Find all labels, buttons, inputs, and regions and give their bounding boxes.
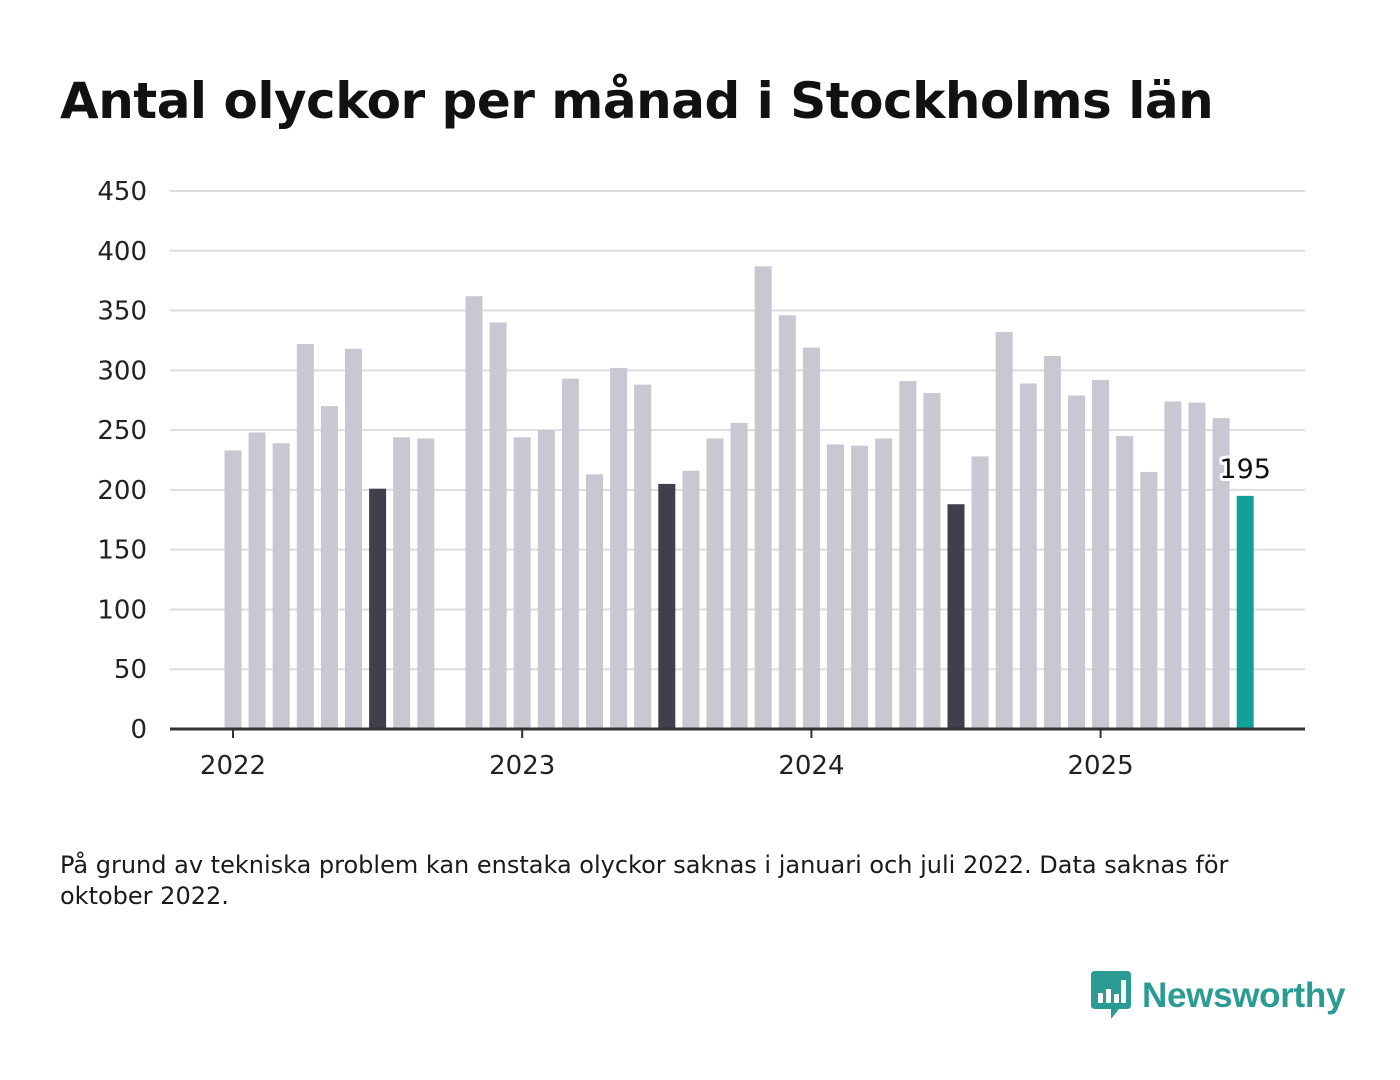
bar-2023-07 (658, 483, 676, 729)
y-tick-label: 250 (97, 416, 147, 446)
brand-logo[interactable]: Newsworthy (1090, 970, 1345, 1022)
y-tick-label: 200 (97, 476, 147, 506)
y-tick-label: 400 (97, 237, 147, 267)
bar-2022-09 (417, 438, 435, 729)
x-tick-label: 2025 (1068, 751, 1134, 781)
x-tick-label: 2024 (778, 751, 844, 781)
y-axis-ticks: 0 50 100 150 200 250 300 350 400 450 (97, 177, 147, 745)
bar-2025-07 (1236, 495, 1254, 729)
bar-2024-04 (875, 438, 893, 729)
bar-2023-03 (561, 378, 579, 729)
bar-2022-02 (248, 432, 266, 729)
y-tick-label: 300 (97, 356, 147, 386)
bar-2024-09 (995, 332, 1013, 729)
y-tick-label: 350 (97, 297, 147, 327)
bar-2022-08 (393, 437, 411, 729)
bars (224, 266, 1254, 729)
x-tick-label: 2023 (489, 751, 555, 781)
bar-2025-05 (1188, 402, 1206, 729)
bar-2022-12 (489, 322, 507, 729)
bar-2025-03 (1140, 471, 1158, 729)
bar-chart: 0 50 100 150 200 250 300 350 400 450 2022 2023 2024… (97, 177, 1305, 781)
x-tick-label: 2022 (200, 751, 266, 781)
bar-2024-03 (851, 445, 869, 729)
footnote: På grund av tekniska problem kan enstaka… (60, 851, 1229, 910)
bar-2022-03 (272, 443, 290, 729)
bar-2023-02 (537, 430, 555, 729)
bar-2025-06 (1212, 418, 1230, 729)
bar-2024-12 (1068, 395, 1085, 729)
chart-title: Antal olyckor per månad i Stockholms län (60, 72, 1214, 130)
bar-2022-11 (465, 296, 483, 729)
bar-2024-06 (923, 393, 941, 729)
bar-2024-10 (1019, 383, 1037, 729)
bar-2023-11 (754, 266, 772, 729)
bar-2024-08 (971, 456, 989, 729)
data-label: 195 (1219, 454, 1271, 485)
y-tick-label: 100 (97, 595, 147, 625)
bar-2023-08 (682, 470, 700, 729)
bar-2022-06 (345, 348, 362, 729)
y-tick-label: 150 (97, 536, 147, 566)
bar-2023-09 (706, 438, 724, 729)
bar-2023-05 (610, 367, 628, 729)
bar-2025-01 (1092, 379, 1110, 729)
brand-name: Newsworthy (1142, 976, 1346, 1015)
data-labels: 195 (1216, 451, 1274, 488)
y-tick-label: 0 (130, 715, 147, 745)
bar-2023-12 (778, 315, 796, 729)
bar-2023-04 (586, 474, 603, 729)
bar-2022-07 (369, 488, 387, 729)
bar-2024-02 (827, 444, 844, 729)
bar-2024-07 (947, 504, 965, 729)
bar-2024-05 (899, 381, 917, 729)
bar-2023-10 (730, 422, 748, 729)
bar-2024-01 (802, 347, 820, 729)
x-axis-ticks: 2022 2023 2024 2025 (200, 729, 1134, 781)
bar-2025-02 (1116, 436, 1134, 729)
y-tick-label: 50 (114, 655, 147, 685)
y-tick-label: 450 (97, 177, 147, 207)
bar-2022-04 (296, 344, 314, 729)
bar-2023-01 (513, 437, 531, 729)
bar-2024-11 (1043, 355, 1061, 729)
bar-2022-01 (224, 450, 242, 729)
bar-2023-06 (634, 384, 652, 729)
bar-2022-05 (320, 406, 338, 729)
bar-2025-04 (1164, 401, 1182, 729)
newsworthy-logo-icon (1091, 971, 1131, 1019)
